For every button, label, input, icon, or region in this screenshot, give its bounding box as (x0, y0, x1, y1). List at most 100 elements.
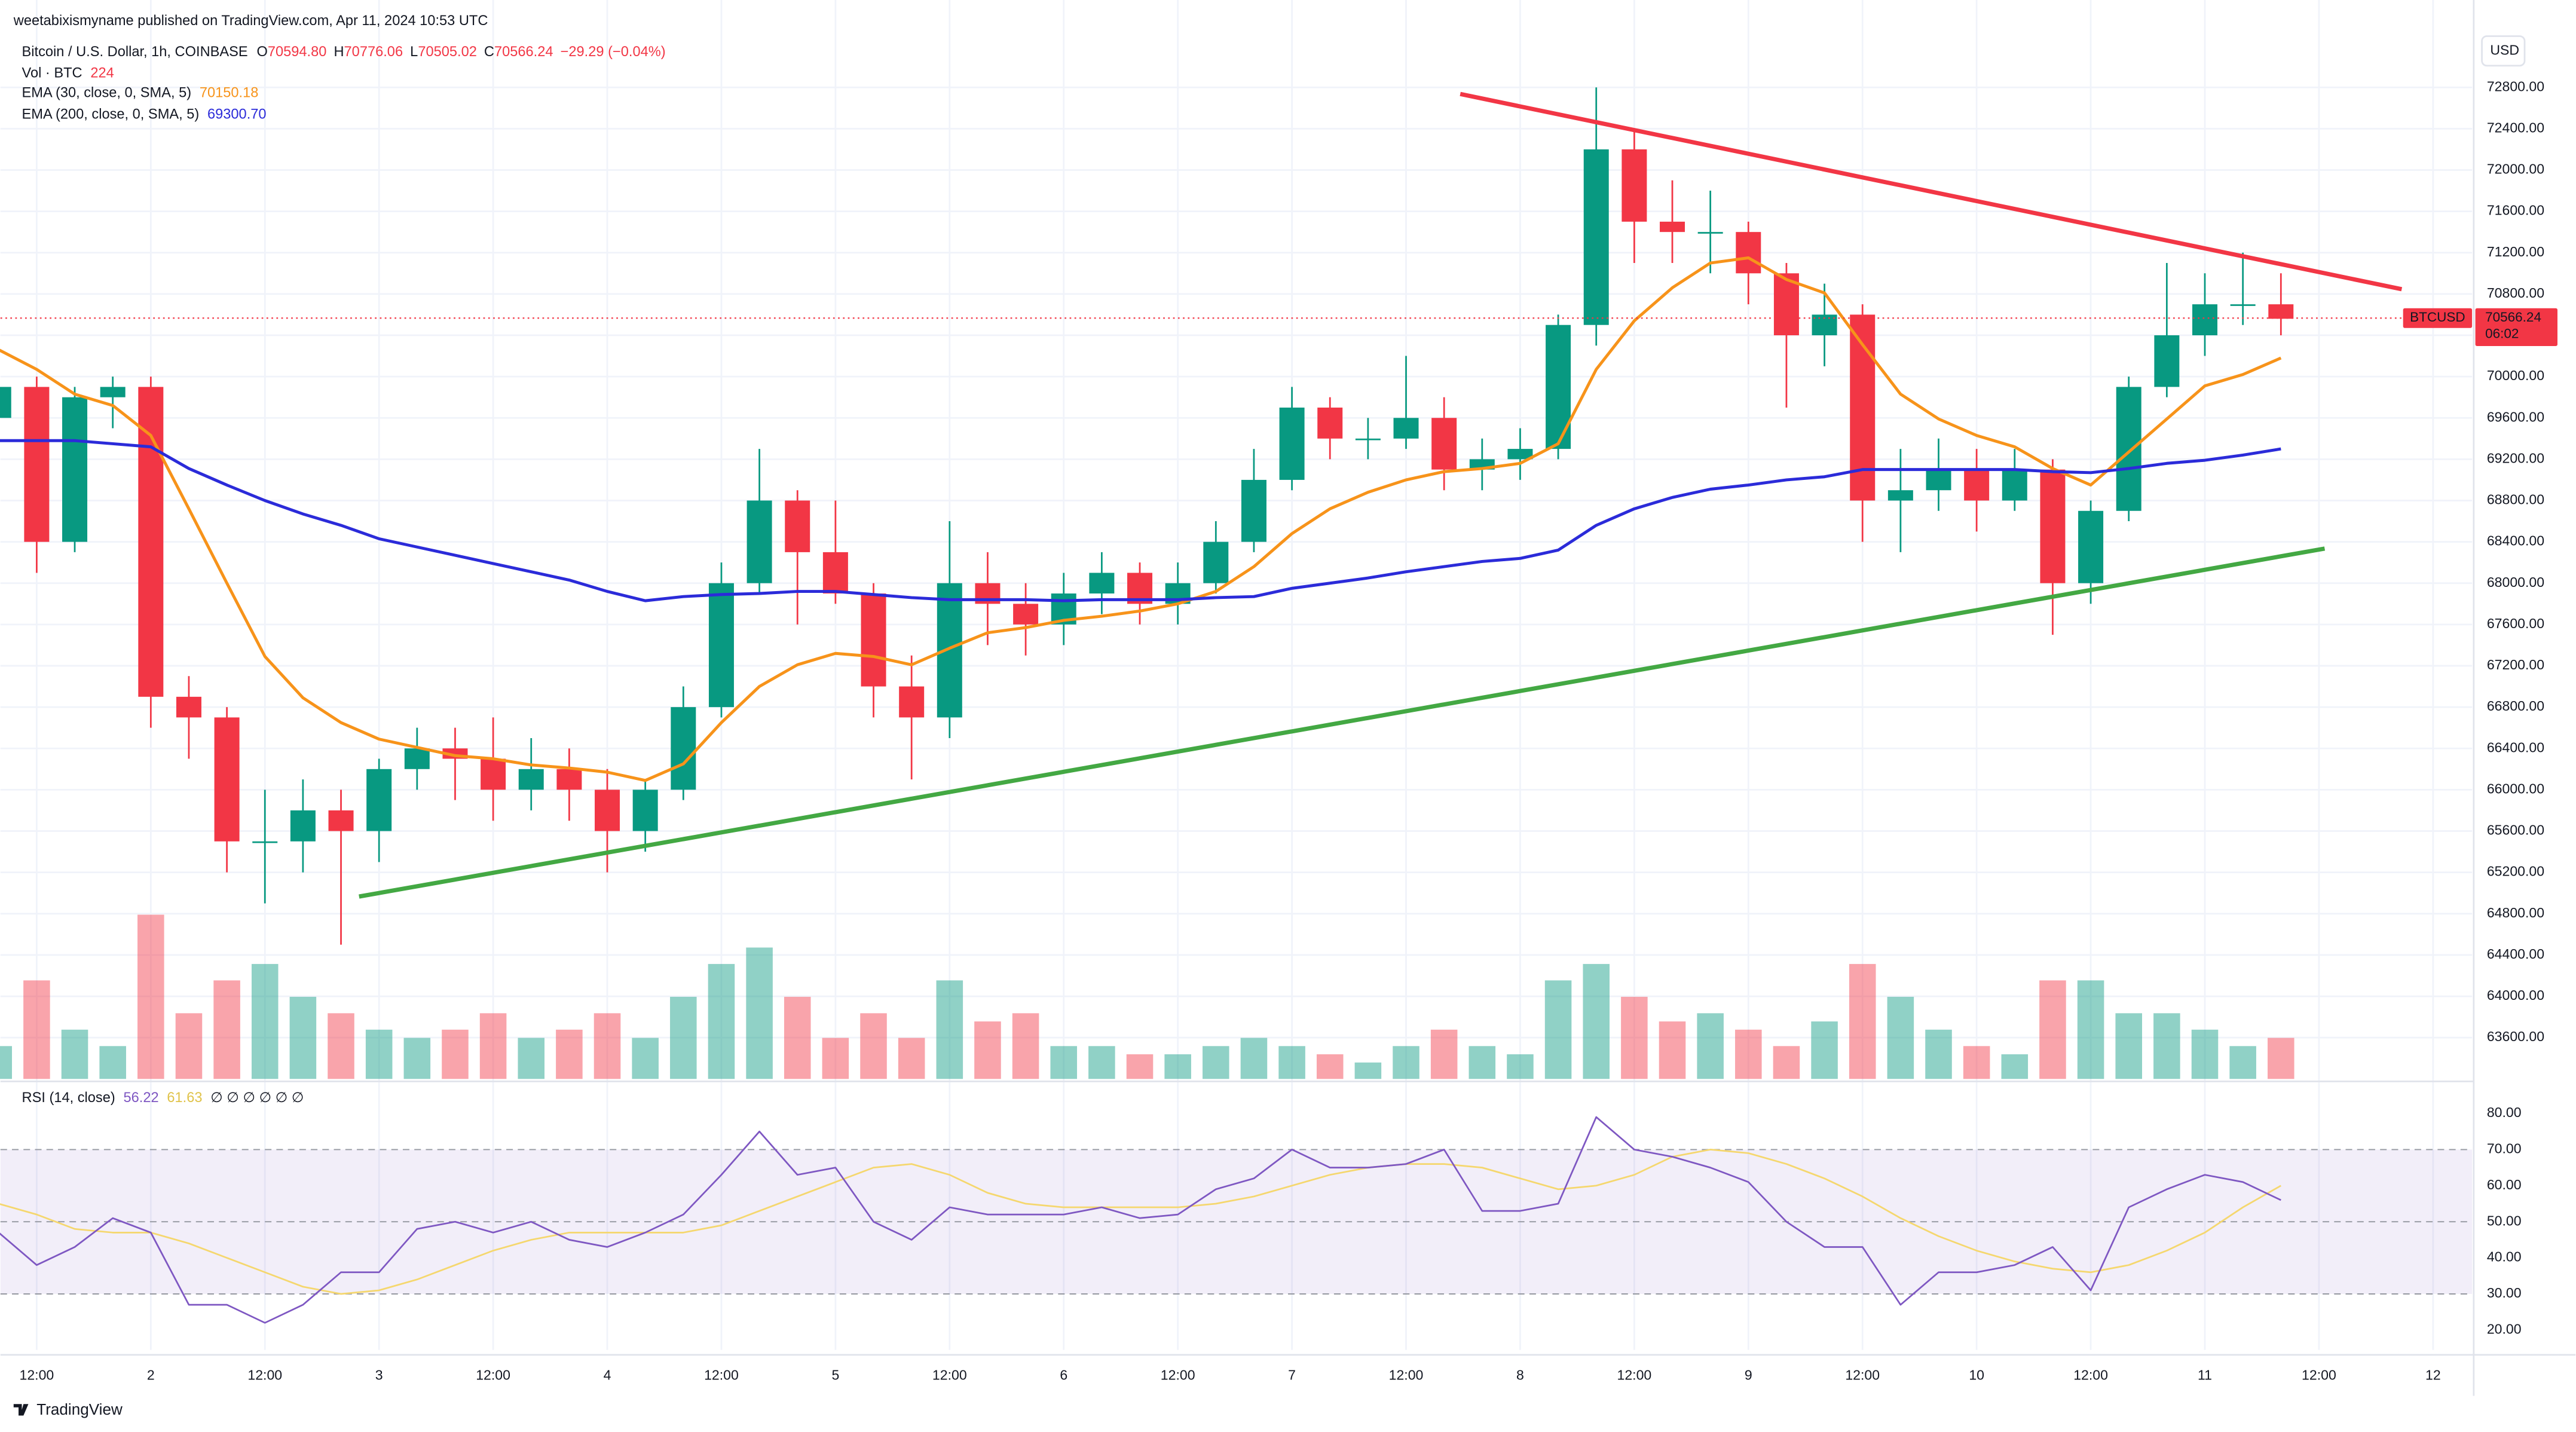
candle-body (328, 810, 354, 831)
y-tick-label: 64000.00 (2487, 987, 2544, 1003)
volume-bar (1012, 1013, 1039, 1079)
x-tick-label: 9 (1745, 1367, 1752, 1383)
candle-body (176, 696, 201, 718)
ohlc-key: H (334, 44, 344, 60)
x-tick-label: 12:00 (1617, 1367, 1651, 1383)
footer-text: TradingView (36, 1400, 123, 1418)
candle-body (2078, 510, 2104, 583)
volume-bar (99, 1046, 126, 1079)
candle-body (1887, 490, 1913, 501)
y-tick-label: 68800.00 (2487, 492, 2544, 507)
candle-body (214, 717, 240, 842)
ohlc-value: 70594.80 (268, 44, 327, 60)
symbol: Bitcoin / U.S. Dollar, 1h, COINBASE (22, 44, 248, 60)
candle-body (671, 707, 696, 790)
x-tick-label: 12:00 (247, 1367, 282, 1383)
volume-bar (1544, 980, 1572, 1079)
candle-body (632, 790, 658, 831)
x-tick-label: 12:00 (704, 1367, 739, 1383)
volume-bar (1316, 1054, 1344, 1079)
x-tick-label: 12:00 (932, 1367, 967, 1383)
y-tick-label: 65200.00 (2487, 864, 2544, 879)
candle-body (1964, 469, 1990, 501)
ema200-value: 69300.70 (207, 107, 267, 123)
rsi-tick-label: 50.00 (2487, 1213, 2522, 1228)
rsi-label: RSI (14, close) (22, 1090, 115, 1106)
candle-body (1431, 418, 1457, 470)
y-tick-label: 70000.00 (2487, 368, 2544, 383)
rsi-tick-label: 20.00 (2487, 1321, 2522, 1336)
candle-body (518, 769, 544, 790)
change: −29.29 (−0.04%) (561, 44, 666, 60)
ema30-line (0, 256, 2282, 782)
candle-body (1317, 407, 1343, 439)
candle-body (1393, 418, 1419, 439)
volume-bar (403, 1038, 431, 1079)
volume-bar (746, 947, 773, 1079)
candle-body (0, 387, 11, 418)
candle-body (822, 552, 848, 594)
volume-bar (2039, 980, 2066, 1079)
y-tick-label: 66400.00 (2487, 739, 2544, 755)
rsi-value: 56.22 (124, 1090, 159, 1106)
candle-body (2230, 304, 2256, 306)
volume-bar (1468, 1046, 1496, 1079)
x-tick-label: 3 (375, 1367, 383, 1383)
volume-bar (1849, 963, 1876, 1079)
x-tick-label: 12:00 (2302, 1367, 2336, 1383)
candle-body (1622, 149, 1647, 222)
y-tick-label: 69600.00 (2487, 409, 2544, 424)
candle-body (404, 748, 430, 769)
x-tick-label: 12:00 (1389, 1367, 1424, 1383)
ohlc-value: 70566.24 (494, 44, 553, 60)
volume-bar (936, 980, 963, 1079)
candle-body (1697, 232, 1723, 234)
volume-bar (2229, 1046, 2256, 1079)
volume-bar (1507, 1054, 1534, 1079)
trendline (359, 546, 2326, 899)
ohlc-value: 70505.02 (418, 44, 477, 60)
rsi-extra: ∅ ∅ ∅ ∅ ∅ ∅ (210, 1090, 304, 1106)
ema200-line (0, 439, 2281, 602)
ohlc-key: O (256, 44, 267, 60)
ohlc-key: C (484, 44, 494, 60)
countdown: 06:02 (2485, 326, 2519, 341)
y-tick-label: 66000.00 (2487, 781, 2544, 796)
legend-main: Bitcoin / U.S. Dollar, 1h, COINBASE O705… (22, 44, 666, 60)
candle-body (1089, 573, 1115, 594)
rsi-ma-value: 61.63 (167, 1090, 202, 1106)
x-tick-label: 7 (1288, 1367, 1296, 1383)
logo (13, 1404, 29, 1416)
candle-body (481, 758, 506, 790)
legend-volume: Vol · BTC 224 (22, 66, 114, 81)
x-tick-label: 10 (1969, 1367, 1984, 1383)
candle-body (1203, 541, 1229, 583)
volume-bar (784, 996, 811, 1079)
volume-bar (251, 963, 279, 1079)
candle-body (62, 397, 88, 542)
vol-value: 224 (90, 66, 114, 81)
volume-bar (2268, 1038, 2294, 1079)
price-tag: BTCUSD (2410, 310, 2465, 325)
volume-bar (213, 980, 240, 1079)
legend-rsi: RSI (14, close) 56.22 61.63 ∅ ∅ ∅ ∅ ∅ ∅ (22, 1090, 304, 1106)
y-tick-label: 67600.00 (2487, 616, 2544, 631)
last-price-label: 70566.24 (2485, 310, 2541, 325)
candle-body (2192, 304, 2218, 335)
candle-body (1583, 149, 1609, 325)
volume-bar (1811, 1021, 1838, 1079)
volume-bar (2191, 1029, 2219, 1079)
volume-bar (1430, 1029, 1458, 1079)
x-tick-label: 2 (147, 1367, 155, 1383)
rsi-line (0, 1116, 2281, 1324)
volume-bar (593, 1013, 621, 1079)
trendline (1460, 91, 2403, 292)
volume-bar (328, 1013, 354, 1079)
price-tag-box (2403, 308, 2473, 328)
candle-body (366, 769, 392, 831)
volume-bar (2115, 1013, 2142, 1079)
currency: USD (2490, 42, 2519, 57)
candle-body (1546, 325, 1571, 449)
volume-bar (1963, 1046, 1990, 1079)
